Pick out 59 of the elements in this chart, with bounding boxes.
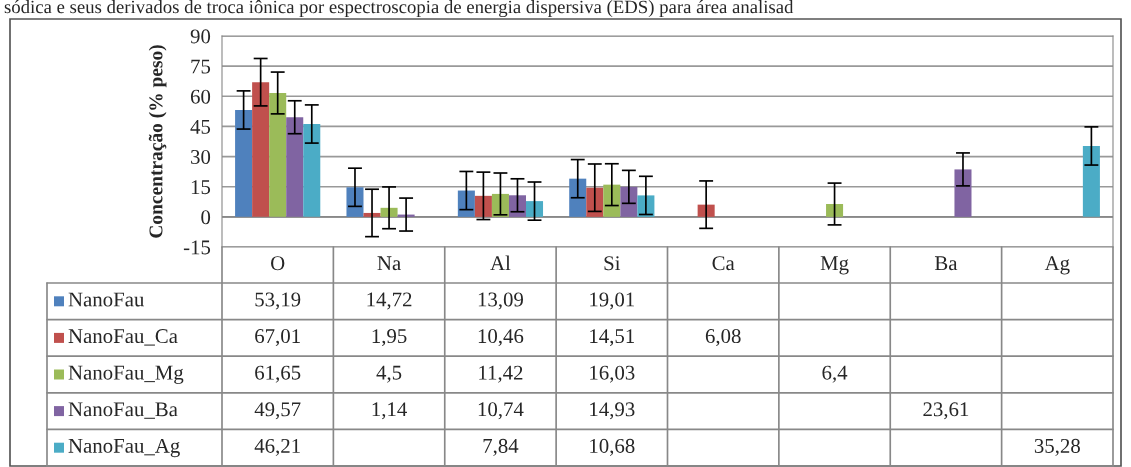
bar: [603, 184, 621, 217]
legend-label: NanoFau_Ag: [68, 438, 180, 458]
data-label: 53,19: [255, 292, 301, 310]
bar: [235, 109, 253, 217]
bar: [346, 187, 364, 217]
bar: [457, 190, 475, 217]
data-label: 4,5: [376, 365, 402, 383]
data-label: 46,21: [254, 438, 300, 456]
legend-label: NanoFau: [68, 292, 145, 307]
data-label: 6,08: [705, 329, 741, 347]
data-label: 16,03: [590, 365, 635, 383]
bar: [269, 92, 287, 217]
data-label: 13,09: [478, 292, 524, 310]
data-label: 49,57: [254, 402, 301, 420]
legend-label: NanoFau_Ca: [68, 329, 178, 346]
bar: [569, 178, 587, 217]
data-label: 35,28: [1034, 438, 1080, 456]
data-label: 67,01: [255, 329, 300, 347]
x-tick-label: O: [271, 256, 285, 271]
bar: [252, 82, 270, 217]
data-label: 10,68: [590, 438, 635, 456]
data-label: 1,95: [372, 329, 407, 347]
bar: [286, 117, 304, 217]
data-label: 23,61: [923, 402, 969, 420]
data-label: 7,84: [483, 438, 519, 456]
data-label: 14,72: [367, 292, 412, 310]
x-tick-label: Ca: [712, 256, 735, 271]
bar: [1082, 145, 1100, 217]
bar: [303, 124, 321, 217]
y-tick-label: 15: [191, 180, 211, 195]
x-tick-label: Al: [490, 255, 511, 271]
y-tick-label: 75: [191, 59, 211, 74]
x-tick-label: Na: [377, 256, 401, 271]
bar: [474, 195, 492, 217]
y-axis-title: Concentração (% peso): [148, 45, 167, 238]
y-tick-label: 60: [190, 89, 211, 104]
data-label: 14,51: [590, 329, 634, 347]
legend-label: NanoFau_Mg: [68, 365, 184, 384]
data-label: 19,01: [590, 292, 634, 310]
bar: [826, 204, 844, 217]
x-tick-label: Si: [604, 256, 621, 271]
x-tick-label: Ag: [1044, 256, 1070, 275]
data-label: 61,65: [255, 365, 301, 383]
data-label: 11,42: [479, 365, 523, 383]
data-label: 10,74: [478, 402, 524, 420]
legend-label: NanoFau_Ba: [68, 402, 178, 419]
y-tick-label: 45: [190, 119, 211, 134]
x-tick-label: Mg: [820, 256, 849, 275]
data-label: 14,93: [590, 402, 635, 420]
data-label: 1,14: [372, 402, 407, 420]
y-tick-label: 30: [191, 149, 211, 164]
bar: [954, 169, 972, 217]
chart-title: sódica e seus derivados de troca iônica por espectroscopia de energia dispersiva (EDS) para área analisad: [4, 0, 794, 18]
y-tick-label: 0: [201, 210, 211, 225]
data-label: 6,4: [822, 365, 848, 383]
y-tick-label: 90: [190, 29, 211, 44]
y-tick-label: -15: [183, 240, 211, 255]
data-label: 10,46: [478, 329, 524, 347]
x-tick-label: Ba: [934, 256, 958, 271]
